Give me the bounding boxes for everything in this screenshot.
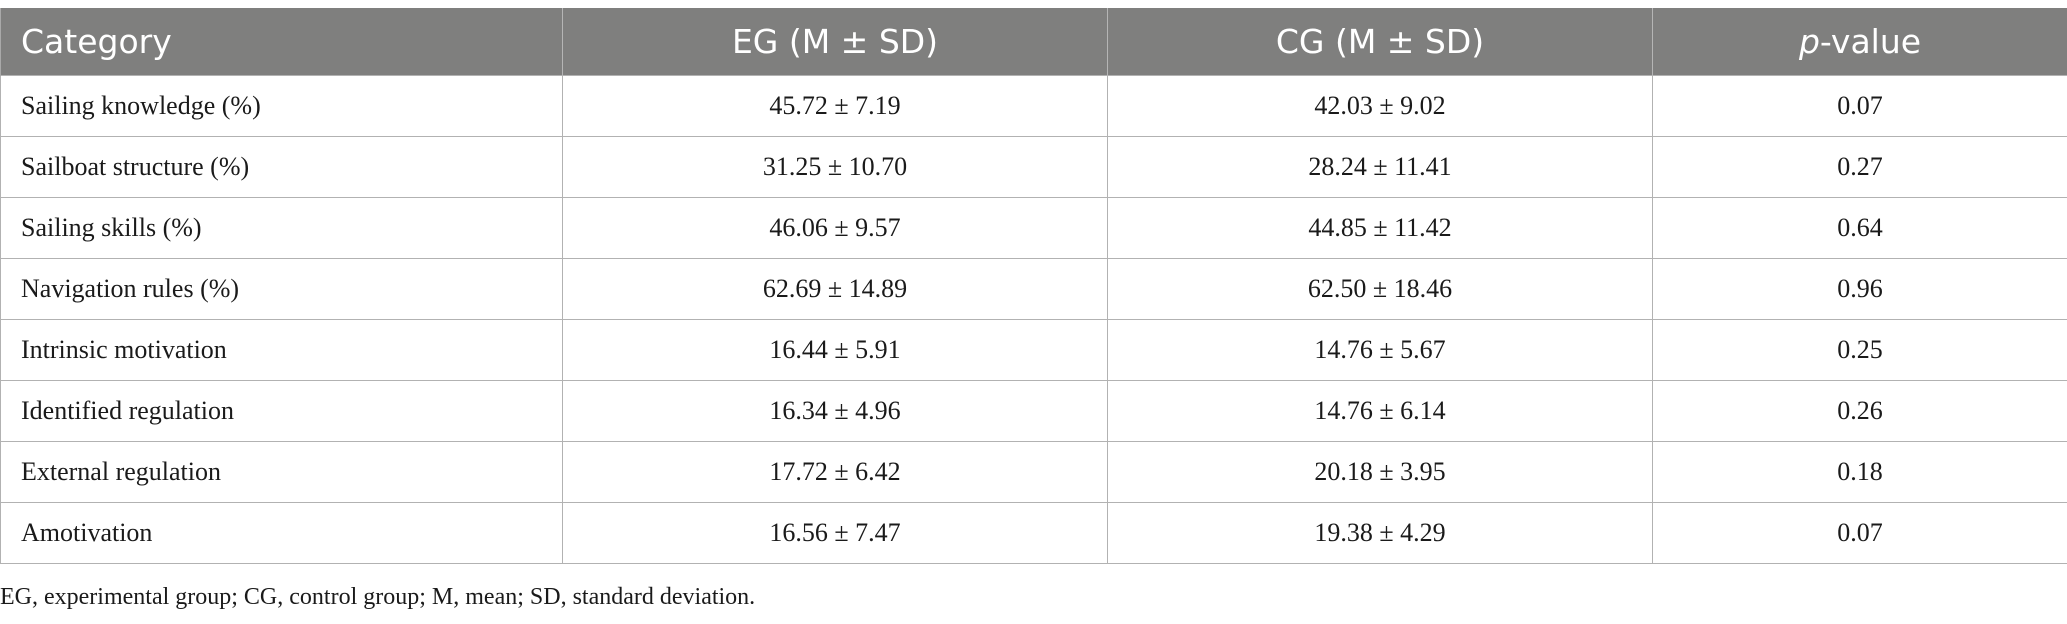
cell-cg: 20.18 ± 3.95 xyxy=(1107,441,1653,503)
header-category: Category xyxy=(0,8,563,76)
cell-eg: 45.72 ± 7.19 xyxy=(562,75,1108,137)
cell-p-value: 0.25 xyxy=(1652,319,2067,381)
header-p-value: p-value xyxy=(1652,8,2067,76)
cell-cg: 62.50 ± 18.46 xyxy=(1107,258,1653,320)
table-row: Identified regulation 16.34 ± 4.96 14.76… xyxy=(0,380,2067,442)
table-body: Sailing knowledge (%) 45.72 ± 7.19 42.03… xyxy=(0,75,2067,564)
table-row: Sailing skills (%) 46.06 ± 9.57 44.85 ± … xyxy=(0,197,2067,259)
cell-p-value: 0.27 xyxy=(1652,136,2067,198)
cell-p-value: 0.18 xyxy=(1652,441,2067,503)
header-cg: CG (M ± SD) xyxy=(1107,8,1653,76)
cell-p-value: 0.64 xyxy=(1652,197,2067,259)
table-footnote: EG, experimental group; CG, control grou… xyxy=(0,584,756,610)
table-row: Navigation rules (%) 62.69 ± 14.89 62.50… xyxy=(0,258,2067,320)
cell-p-value: 0.07 xyxy=(1652,502,2067,564)
cell-cg: 14.76 ± 6.14 xyxy=(1107,380,1653,442)
table-row: Amotivation 16.56 ± 7.47 19.38 ± 4.29 0.… xyxy=(0,502,2067,564)
data-table-container: Category EG (M ± SD) CG (M ± SD) p-value… xyxy=(0,8,2067,564)
cell-cg: 42.03 ± 9.02 xyxy=(1107,75,1653,137)
table-row: Sailboat structure (%) 31.25 ± 10.70 28.… xyxy=(0,136,2067,198)
header-p-suffix: -value xyxy=(1819,22,1922,61)
cell-category: Sailing skills (%) xyxy=(0,197,563,259)
cell-p-value: 0.26 xyxy=(1652,380,2067,442)
cell-category: Sailing knowledge (%) xyxy=(0,75,563,137)
cell-category: Navigation rules (%) xyxy=(0,258,563,320)
cell-cg: 28.24 ± 11.41 xyxy=(1107,136,1653,198)
header-p-symbol: p xyxy=(1798,22,1820,61)
cell-category: External regulation xyxy=(0,441,563,503)
results-table: Category EG (M ± SD) CG (M ± SD) p-value… xyxy=(0,8,2067,564)
table-row: External regulation 17.72 ± 6.42 20.18 ±… xyxy=(0,441,2067,503)
cell-category: Identified regulation xyxy=(0,380,563,442)
cell-cg: 19.38 ± 4.29 xyxy=(1107,502,1653,564)
cell-eg: 16.34 ± 4.96 xyxy=(562,380,1108,442)
header-eg: EG (M ± SD) xyxy=(562,8,1108,76)
cell-cg: 44.85 ± 11.42 xyxy=(1107,197,1653,259)
cell-eg: 31.25 ± 10.70 xyxy=(562,136,1108,198)
cell-category: Amotivation xyxy=(0,502,563,564)
header-row: Category EG (M ± SD) CG (M ± SD) p-value xyxy=(0,8,2067,76)
cell-eg: 62.69 ± 14.89 xyxy=(562,258,1108,320)
table-row: Sailing knowledge (%) 45.72 ± 7.19 42.03… xyxy=(0,75,2067,137)
cell-category: Sailboat structure (%) xyxy=(0,136,563,198)
cell-eg: 46.06 ± 9.57 xyxy=(562,197,1108,259)
cell-eg: 16.56 ± 7.47 xyxy=(562,502,1108,564)
cell-p-value: 0.07 xyxy=(1652,75,2067,137)
table-header: Category EG (M ± SD) CG (M ± SD) p-value xyxy=(0,8,2067,76)
table-row: Intrinsic motivation 16.44 ± 5.91 14.76 … xyxy=(0,319,2067,381)
cell-p-value: 0.96 xyxy=(1652,258,2067,320)
cell-category: Intrinsic motivation xyxy=(0,319,563,381)
cell-cg: 14.76 ± 5.67 xyxy=(1107,319,1653,381)
cell-eg: 17.72 ± 6.42 xyxy=(562,441,1108,503)
cell-eg: 16.44 ± 5.91 xyxy=(562,319,1108,381)
